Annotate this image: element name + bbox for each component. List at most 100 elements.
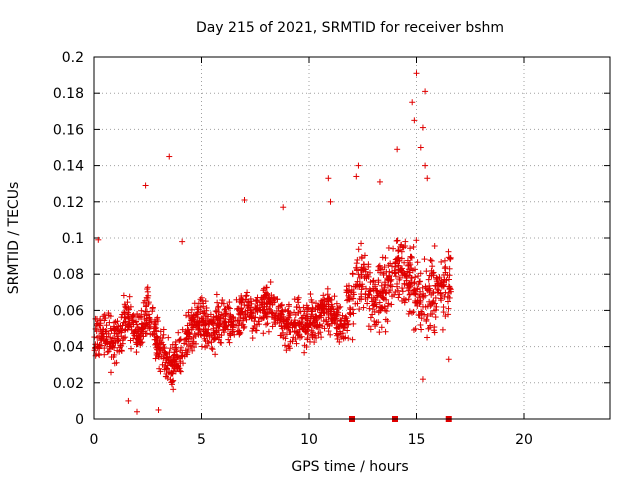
data-point bbox=[389, 283, 396, 290]
data-point bbox=[353, 264, 360, 271]
data-point bbox=[334, 325, 341, 332]
data-point bbox=[153, 316, 160, 323]
data-point bbox=[362, 291, 369, 298]
data-point bbox=[211, 329, 218, 336]
data-point bbox=[157, 368, 164, 375]
data-point bbox=[179, 349, 186, 356]
y-tick-label: 0.16 bbox=[53, 122, 84, 138]
data-point bbox=[178, 344, 185, 351]
data-point bbox=[431, 329, 438, 336]
data-point bbox=[364, 300, 371, 307]
data-point bbox=[365, 323, 372, 330]
data-point bbox=[414, 286, 421, 293]
data-point bbox=[239, 309, 246, 316]
data-point bbox=[431, 324, 438, 331]
data-point bbox=[371, 308, 378, 315]
data-point bbox=[396, 274, 403, 281]
data-point bbox=[125, 397, 132, 404]
data-point bbox=[401, 259, 408, 266]
data-point bbox=[278, 301, 285, 308]
data-point bbox=[413, 237, 420, 244]
data-point bbox=[212, 351, 219, 358]
data-point bbox=[369, 311, 376, 318]
data-point bbox=[362, 268, 369, 275]
data-point bbox=[225, 336, 232, 343]
data-point bbox=[367, 279, 374, 286]
data-point bbox=[295, 322, 302, 329]
data-point bbox=[260, 314, 267, 321]
data-point bbox=[149, 308, 156, 315]
data-point bbox=[281, 324, 288, 331]
data-point bbox=[243, 292, 250, 299]
data-point bbox=[262, 310, 269, 317]
data-point bbox=[121, 310, 128, 317]
data-point bbox=[107, 343, 114, 350]
data-point bbox=[152, 336, 159, 343]
data-point bbox=[241, 323, 248, 330]
data-point bbox=[401, 299, 408, 306]
data-point bbox=[152, 325, 159, 332]
data-point bbox=[267, 279, 274, 286]
data-point bbox=[342, 313, 349, 320]
data-point bbox=[409, 99, 416, 106]
y-tick-label: 0.04 bbox=[53, 340, 84, 356]
data-point bbox=[422, 283, 429, 290]
data-point bbox=[410, 243, 417, 250]
data-point bbox=[195, 300, 202, 307]
data-point bbox=[271, 314, 278, 321]
data-point bbox=[320, 292, 327, 299]
data-point bbox=[375, 263, 382, 270]
data-point bbox=[193, 318, 200, 325]
data-point bbox=[341, 322, 348, 329]
data-point bbox=[419, 284, 426, 291]
data-point bbox=[149, 330, 156, 337]
data-point bbox=[94, 322, 101, 329]
data-point bbox=[209, 320, 216, 327]
data-point bbox=[303, 316, 310, 323]
data-point bbox=[190, 338, 197, 345]
data-point bbox=[267, 306, 274, 313]
data-point bbox=[103, 322, 110, 329]
data-point bbox=[445, 248, 452, 255]
data-point bbox=[280, 204, 287, 211]
data-point bbox=[125, 321, 132, 328]
data-point bbox=[312, 313, 319, 320]
data-point bbox=[186, 313, 193, 320]
data-point bbox=[353, 266, 360, 273]
data-point bbox=[431, 242, 438, 249]
data-point bbox=[447, 256, 454, 263]
data-point bbox=[440, 272, 447, 279]
data-point bbox=[402, 296, 409, 303]
data-point bbox=[123, 305, 130, 312]
data-point bbox=[187, 342, 194, 349]
data-point bbox=[309, 308, 316, 315]
data-point bbox=[176, 336, 183, 343]
y-tick-label: 0.18 bbox=[53, 86, 84, 102]
data-point bbox=[142, 182, 149, 189]
data-point bbox=[245, 302, 252, 309]
data-point bbox=[395, 262, 402, 269]
data-point bbox=[184, 351, 191, 358]
data-point bbox=[215, 304, 222, 311]
data-point bbox=[198, 294, 205, 301]
data-point bbox=[145, 311, 152, 318]
data-point bbox=[288, 319, 295, 326]
data-point bbox=[361, 261, 368, 268]
data-point bbox=[118, 314, 125, 321]
data-point bbox=[396, 258, 403, 265]
data-point bbox=[177, 336, 184, 343]
data-point bbox=[255, 318, 262, 325]
data-point bbox=[220, 300, 227, 307]
data-point bbox=[107, 369, 114, 376]
data-point bbox=[202, 298, 209, 305]
data-point bbox=[108, 338, 115, 345]
data-point bbox=[172, 338, 179, 345]
data-point bbox=[96, 341, 103, 348]
data-point bbox=[115, 337, 122, 344]
data-point bbox=[304, 335, 311, 342]
data-point bbox=[396, 291, 403, 298]
data-point bbox=[316, 321, 323, 328]
data-point bbox=[176, 337, 183, 344]
data-point bbox=[438, 282, 445, 289]
data-point bbox=[387, 260, 394, 267]
